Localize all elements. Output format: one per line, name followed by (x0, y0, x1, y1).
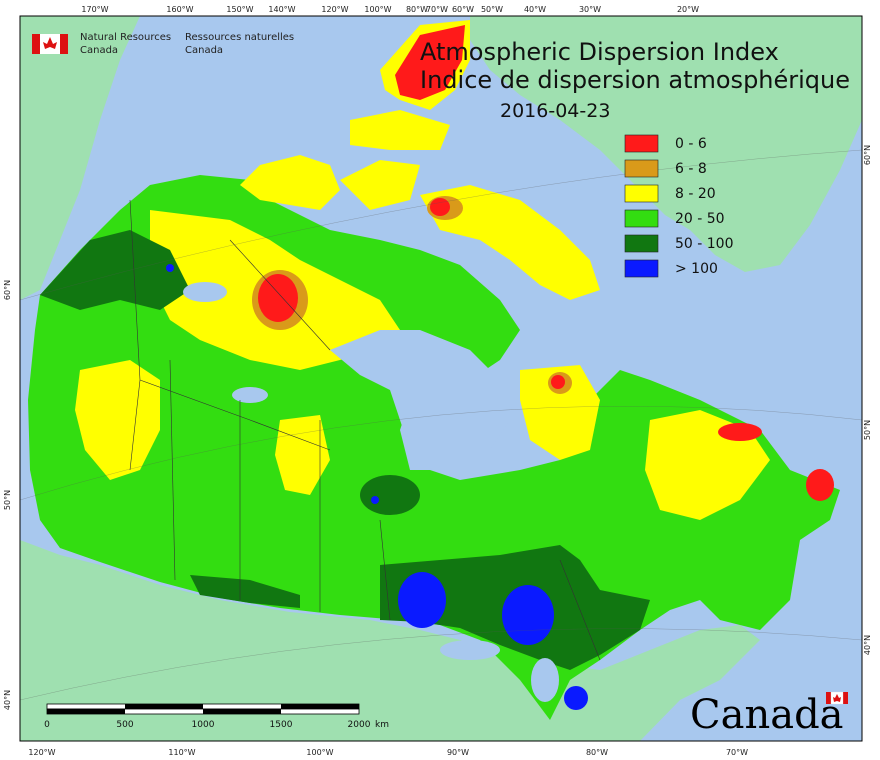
scale-label: 2000 (348, 720, 371, 730)
top-tick-label: 120°W (321, 5, 348, 14)
red-zone-quebec (551, 375, 565, 389)
title-fr: Indice de dispersion atmosphérique (420, 66, 850, 94)
blue-zone-manitoba (371, 496, 379, 504)
wordmark-flag (826, 691, 848, 705)
left-tick-label: 50°N (3, 490, 12, 510)
left-tick-labels: 60°N 50°N 40°N (3, 280, 12, 710)
top-tick-label: 170°W (81, 5, 108, 14)
legend-label: 8 - 20 (675, 186, 716, 202)
legend-label: 0 - 6 (675, 136, 707, 152)
province-borders (129, 199, 601, 661)
scale-label: 0 (44, 720, 50, 730)
bottom-tick-label: 110°W (168, 748, 195, 757)
baffin-island (420, 185, 600, 300)
legend-label: 50 - 100 (675, 236, 734, 252)
hudson-bay (330, 330, 510, 470)
graticule (20, 149, 862, 701)
top-tick-labels: 170°W 160°W 150°W 140°W 120°W 100°W 80°W70°W 60… (81, 5, 699, 14)
nrcan-logo (32, 34, 68, 54)
devon-island (350, 110, 450, 150)
bottom-tick-label: 70°W (726, 748, 748, 757)
top-tick-label: 80°W (406, 5, 428, 14)
map-date: 2016-04-23 (500, 100, 610, 122)
org-fr-line2: Canada (185, 45, 223, 56)
scale-bar (46, 703, 360, 715)
right-tick-label: 50°N (863, 420, 872, 440)
scale-labels: 0 500 1000 1500 2000 km (44, 720, 389, 730)
scale-label: 1000 (192, 720, 215, 730)
ellesmere-red (395, 25, 465, 100)
legend-swatch (624, 134, 659, 153)
bottom-tick-label: 120°W (28, 748, 55, 757)
top-tick-label: 100°W (364, 5, 391, 14)
map-frame (19, 15, 863, 742)
red-zone-labrador (806, 469, 834, 501)
greenland (470, 16, 862, 272)
top-tick-label: 160°W (166, 5, 193, 14)
bottom-tick-labels: 120°W 110°W 100°W 90°W 80°W 70°W (28, 748, 748, 757)
red-zone-baffin (430, 198, 450, 216)
bottom-tick-label: 100°W (306, 748, 333, 757)
title-en: Atmospheric Dispersion Index (420, 38, 779, 66)
legend: 0 - 6 6 - 8 8 - 20 20 - 50 50 - 100 > 100 (624, 134, 734, 278)
right-tick-label: 60°N (863, 145, 872, 165)
right-tick-label: 40°N (863, 635, 872, 655)
org-fr-line1: Ressources naturelles (185, 32, 294, 43)
top-tick-label: 60°W (452, 5, 474, 14)
victoria-island (340, 160, 420, 210)
legend-swatch (624, 234, 659, 253)
red-zone-keewatin-core (258, 274, 298, 322)
blue-zone-south (564, 686, 588, 710)
dark-green-ontario-north (360, 475, 420, 515)
top-tick-label: 140°W (268, 5, 295, 14)
left-tick-label: 60°N (3, 280, 12, 300)
top-tick-label: 30°W (579, 5, 601, 14)
great-slave-lake (232, 387, 268, 403)
scale-unit: km (375, 720, 389, 730)
top-tick-label: 50°W (481, 5, 503, 14)
legend-label: 6 - 8 (675, 161, 707, 177)
right-tick-labels: 60°N 50°N 40°N (863, 145, 872, 655)
scale-label: 1500 (270, 720, 293, 730)
legend-label: 20 - 50 (675, 211, 725, 227)
org-en-line1: Natural Resources (80, 32, 171, 43)
blue-zone-ontario-east (502, 585, 554, 645)
yellow-zone-alberta (275, 415, 330, 495)
bottom-tick-label: 90°W (447, 748, 469, 757)
arctic-islands (240, 155, 340, 210)
left-tick-label: 40°N (3, 690, 12, 710)
lake-huron (531, 658, 559, 702)
top-tick-label: 20°W (677, 5, 699, 14)
blue-zone-yukon (166, 264, 174, 272)
lake-superior (440, 640, 500, 660)
great-bear-lake (183, 282, 227, 302)
org-en-line2: Canada (80, 45, 118, 56)
scale-label: 500 (116, 720, 133, 730)
top-tick-label: 150°W (226, 5, 253, 14)
canada-wordmark: Canada (690, 692, 844, 738)
top-tick-label: 40°W (524, 5, 546, 14)
legend-swatch (624, 184, 659, 203)
legend-label: > 100 (675, 261, 718, 277)
red-zone-east (718, 423, 762, 441)
alaska (20, 16, 140, 300)
top-tick-label: 70°W (426, 5, 448, 14)
legend-swatch (624, 259, 659, 278)
legend-swatch (624, 159, 659, 178)
dark-green-prairie (190, 575, 300, 608)
yellow-zone-quebec (520, 365, 600, 460)
blue-zone-ontario-west (398, 572, 446, 628)
bottom-tick-label: 80°W (586, 748, 608, 757)
dark-green-yukon (40, 230, 190, 310)
legend-swatch (624, 209, 659, 228)
